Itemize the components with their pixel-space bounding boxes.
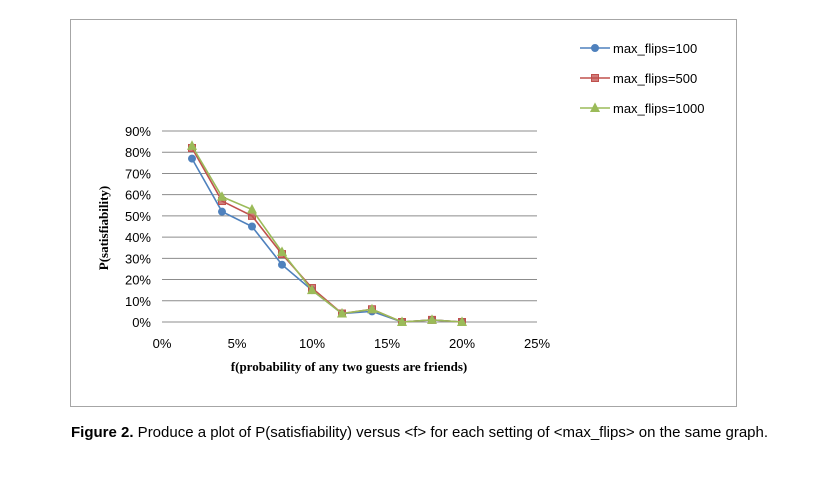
data-point — [246, 203, 258, 214]
x-tick-label: 10% — [299, 336, 325, 351]
x-tick-label: 25% — [524, 336, 550, 351]
legend-item: max_flips=500 — [580, 71, 697, 86]
axes: 0% 10% 20% 30% 40% 50% 60% 70% 80% 90% 0% 5% 10% 15% 2… — [125, 124, 550, 351]
grid-lines — [162, 130, 537, 323]
data-point — [426, 314, 438, 324]
x-tick-label: 5% — [228, 336, 247, 351]
series-lines — [186, 140, 468, 326]
legend-marker — [591, 44, 599, 52]
series-3 — [186, 140, 468, 326]
data-point — [306, 284, 318, 295]
x-axis-title: f(probability of any two guests are frie… — [231, 359, 467, 374]
y-tick-label: 70% — [125, 166, 151, 181]
legend: max_flips=100 max_flips=500 max_flips=1000 — [580, 41, 704, 116]
data-point — [216, 191, 228, 201]
series-line — [191, 158, 463, 323]
legend-label: max_flips=500 — [613, 71, 697, 86]
data-point — [336, 307, 348, 318]
series-line — [191, 145, 463, 323]
caption-text: Produce a plot of P(satisfiability) vers… — [133, 424, 769, 441]
legend-item: max_flips=100 — [580, 41, 697, 56]
series-2 — [188, 143, 466, 326]
y-tick-label: 90% — [125, 124, 151, 139]
figure-caption: Figure 2. Produce a plot of P(satisfiabi… — [71, 421, 771, 444]
data-point — [278, 260, 286, 269]
y-axis-title: P(satisfiability) — [96, 186, 111, 271]
data-point — [276, 246, 288, 256]
data-point — [188, 154, 196, 163]
x-tick-label: 20% — [449, 336, 475, 351]
data-point — [456, 316, 468, 326]
data-point — [396, 316, 408, 326]
y-tick-label: 20% — [125, 273, 151, 288]
y-tick-label: 30% — [125, 251, 151, 266]
x-tick-label: 15% — [374, 336, 400, 351]
chart-frame — [70, 19, 737, 407]
data-point — [218, 207, 226, 216]
y-tick-label: 60% — [125, 188, 151, 203]
legend-marker — [589, 102, 601, 112]
data-point — [248, 222, 256, 231]
legend-marker — [591, 74, 599, 82]
data-point — [366, 303, 378, 314]
legend-item: max_flips=1000 — [580, 101, 704, 116]
data-point — [186, 140, 198, 150]
line-chart: 0% 10% 20% 30% 40% 50% 60% 70% 80% 90% 0% 5% 10% 15% 2… — [96, 41, 704, 374]
series-line — [191, 147, 463, 323]
y-tick-label: 40% — [125, 230, 151, 245]
y-tick-label: 10% — [125, 294, 151, 309]
y-tick-label: 0% — [132, 315, 151, 330]
y-tick-label: 50% — [125, 209, 151, 224]
y-tick-label: 80% — [125, 145, 151, 160]
x-tick-label: 0% — [153, 336, 172, 351]
legend-label: max_flips=1000 — [613, 101, 704, 116]
legend-label: max_flips=100 — [613, 41, 697, 56]
caption-label: Figure 2. — [71, 424, 134, 441]
